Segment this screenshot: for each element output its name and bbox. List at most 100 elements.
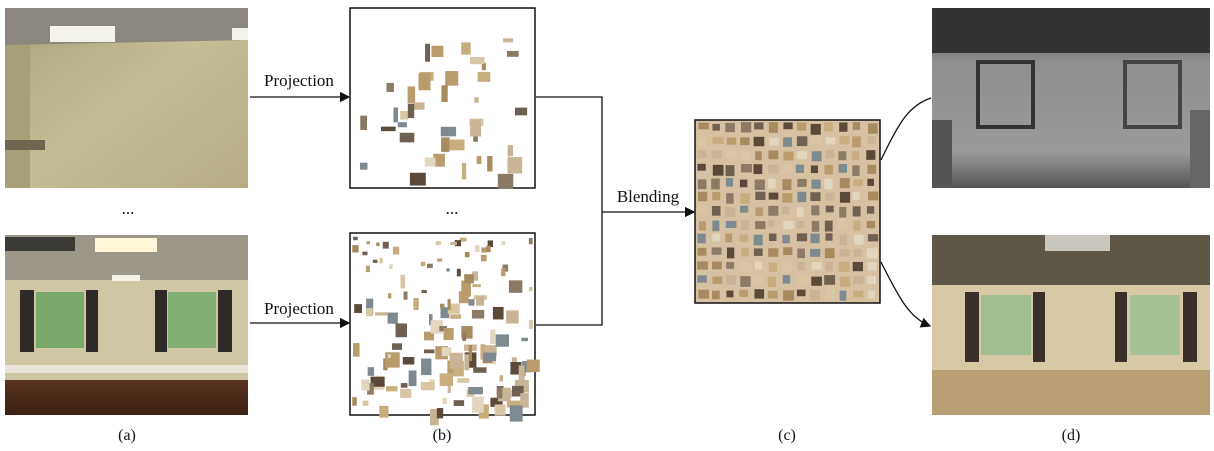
patch <box>502 241 505 245</box>
patch <box>853 122 860 130</box>
patch <box>698 290 709 299</box>
patch <box>437 259 442 262</box>
patch <box>495 404 506 415</box>
patch <box>418 73 430 90</box>
patch <box>366 266 370 272</box>
patch <box>810 249 820 257</box>
patch <box>698 192 707 201</box>
patch <box>444 328 454 340</box>
patch <box>400 133 415 143</box>
patch <box>425 44 430 62</box>
patch <box>711 150 721 158</box>
patch <box>866 150 875 160</box>
patch <box>867 276 876 284</box>
patch <box>755 151 762 160</box>
patch <box>868 234 878 241</box>
patch <box>699 221 706 230</box>
patch <box>529 320 533 329</box>
patch <box>470 120 481 137</box>
patch <box>741 263 751 271</box>
patch <box>698 248 707 256</box>
patch <box>529 238 533 244</box>
patch <box>811 277 822 286</box>
patch <box>852 165 859 176</box>
patch <box>363 401 369 406</box>
patch <box>437 408 443 418</box>
patch <box>388 354 391 358</box>
patch <box>449 353 462 369</box>
patch <box>740 206 748 213</box>
patch <box>440 304 444 308</box>
patch <box>740 234 748 241</box>
patch <box>798 262 805 271</box>
patch <box>396 323 407 337</box>
patch <box>441 137 449 152</box>
patch <box>824 275 835 285</box>
patch <box>353 237 358 240</box>
patch <box>450 242 457 245</box>
patch <box>697 275 707 282</box>
patch <box>754 277 764 286</box>
patch <box>486 246 490 252</box>
patch <box>853 179 863 186</box>
patch <box>476 296 484 305</box>
patch <box>712 276 722 284</box>
patch <box>797 179 806 187</box>
patch <box>741 164 752 172</box>
patch <box>697 206 706 213</box>
patch <box>839 249 849 256</box>
patch <box>755 262 762 270</box>
patch <box>783 247 792 255</box>
patch <box>440 373 453 386</box>
patch <box>768 220 775 227</box>
patch <box>400 111 408 120</box>
patch <box>768 179 776 189</box>
patch <box>853 276 863 284</box>
patch <box>784 152 794 161</box>
patch <box>839 122 847 131</box>
patch <box>811 205 819 215</box>
patch <box>811 165 818 173</box>
patch <box>472 284 481 287</box>
patch <box>441 127 456 137</box>
patch <box>755 192 765 200</box>
patch <box>527 360 540 373</box>
patch <box>783 221 794 229</box>
patch <box>769 234 777 241</box>
patch <box>712 206 721 216</box>
patch <box>697 150 706 158</box>
patch <box>826 150 835 158</box>
patch <box>698 138 705 147</box>
patch <box>401 383 408 388</box>
patch <box>797 290 806 297</box>
patch <box>712 124 719 131</box>
patch <box>506 310 518 323</box>
patch <box>421 382 435 390</box>
patch <box>852 136 861 147</box>
patch <box>852 192 859 200</box>
patch <box>712 261 722 269</box>
patch <box>449 140 464 151</box>
patch <box>383 242 389 249</box>
patch <box>740 276 750 287</box>
patch <box>487 156 492 171</box>
patch <box>424 349 435 353</box>
patch <box>413 102 424 109</box>
patch <box>726 178 733 187</box>
patch <box>783 165 792 173</box>
patch <box>826 137 836 144</box>
patch <box>797 233 807 241</box>
patch <box>711 179 720 190</box>
patch <box>726 262 734 269</box>
patch <box>368 367 374 376</box>
patch <box>381 127 396 132</box>
patch <box>450 314 461 318</box>
patch <box>352 397 357 406</box>
patch <box>509 280 522 292</box>
patch <box>398 122 407 127</box>
patch <box>481 255 487 261</box>
patch <box>783 137 792 146</box>
patch <box>840 291 847 301</box>
patch <box>768 248 778 257</box>
patch <box>421 262 426 266</box>
